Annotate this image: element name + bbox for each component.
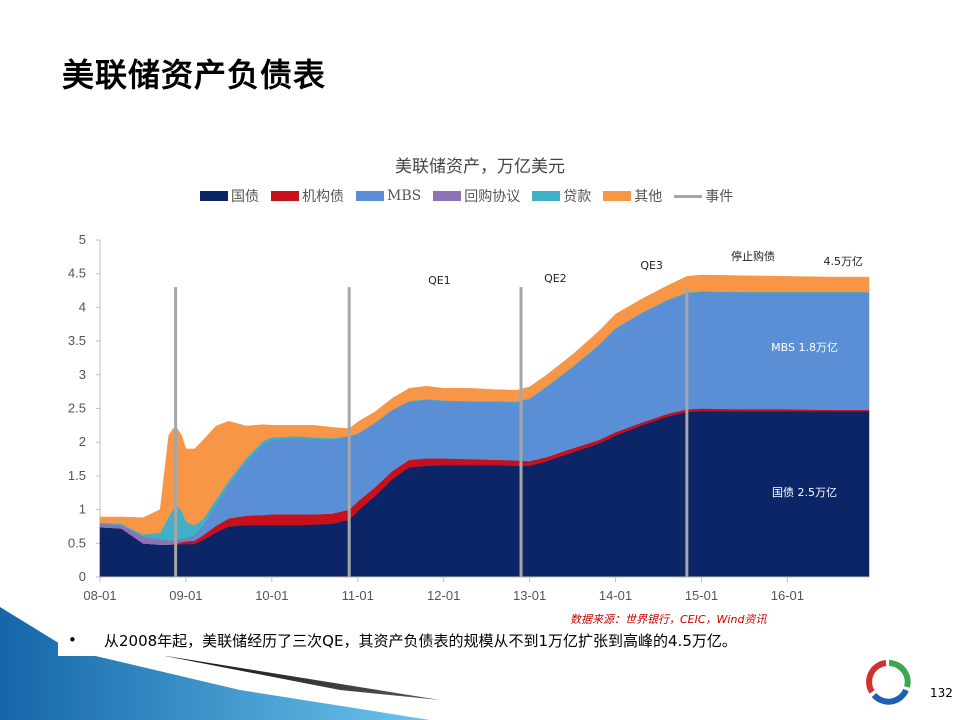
- y-tick-label: 1: [79, 502, 86, 517]
- legend-label-other: 其他: [634, 189, 663, 205]
- y-tick-label: 4.5: [68, 266, 86, 281]
- legend-label-agency: 机构债: [302, 189, 344, 205]
- legend-swatch-repo: [433, 191, 462, 201]
- x-tick-label: 10-01: [255, 588, 288, 603]
- bullet-box: • 从2008年起，美联储经历了三次QE，其资产负债表的规模从不到1万亿扩张到高…: [58, 624, 888, 656]
- legend-item-repo: 回购协议: [433, 186, 520, 206]
- legend-swatch-mbs: [356, 191, 384, 201]
- legend-item-loans: 贷款: [532, 186, 591, 206]
- legend-item-treasury: 国债: [200, 186, 259, 206]
- legend-item-event: 事件: [674, 186, 733, 206]
- chart-annotation: 4.5万亿: [823, 255, 863, 268]
- x-tick-label: 15-01: [685, 588, 718, 603]
- bullet-text: 从2008年起，美联储经历了三次QE，其资产负债表的规模从不到1万亿扩张到高峰的…: [104, 631, 737, 650]
- y-tick-label: 2: [79, 434, 86, 449]
- y-tick-label: 4: [79, 299, 86, 314]
- chart-annotation: MBS 1.8万亿: [771, 341, 838, 354]
- deco-blue-wedge: [0, 607, 430, 720]
- legend-label-loans: 贷款: [563, 189, 592, 205]
- chart-annotation: QE3: [640, 259, 663, 272]
- balance-sheet-chart: 0 0.5 1 1.5 2 2.5 3 3.5 4 4.5 5 08-01 09-01 10-01 11-0…: [68, 232, 870, 603]
- chart-title: 美联储资产，万亿美元: [395, 157, 565, 177]
- y-tick-label: 0.5: [68, 535, 86, 550]
- chart-annotation: QE1: [428, 274, 451, 287]
- x-tick-label: 14-01: [599, 588, 632, 603]
- legend-swatch-treasury: [200, 191, 228, 201]
- legend-item-other: 其他: [603, 186, 662, 206]
- legend-item-mbs: MBS: [356, 188, 421, 204]
- chart-annotation: QE2: [544, 272, 567, 285]
- y-tick-label: 3.5: [68, 333, 86, 348]
- data-source-note: 数据来源：世界银行，CEIC，Wind资讯: [570, 613, 767, 626]
- y-tick-label: 2.5: [68, 401, 86, 416]
- area-series-other: [99, 274, 870, 535]
- legend-label-repo: 回购协议: [464, 189, 521, 205]
- y-tick-label: 1.5: [68, 468, 86, 483]
- legend-swatch-event: [674, 194, 703, 198]
- legend-swatch-agency: [271, 191, 299, 201]
- chart-annotation: 国债 2.5万亿: [772, 485, 837, 499]
- company-logo-icon: [866, 660, 911, 705]
- y-tick-label: 5: [79, 232, 86, 247]
- chart-annotation: 停止购债: [731, 249, 775, 263]
- bullet-symbol: •: [68, 631, 77, 649]
- x-tick-label: 11-01: [342, 588, 374, 603]
- legend-swatch-other: [603, 191, 632, 201]
- legend-label-treasury: 国债: [231, 189, 259, 205]
- x-tick-label: 08-01: [83, 588, 116, 603]
- slide-title: 美联储资产负债表: [62, 56, 327, 94]
- chart-legend: 国债 机构债 MBS 回购协议 贷款 其他 事件: [200, 186, 733, 206]
- legend-label-mbs: MBS: [387, 188, 422, 204]
- legend-label-event: 事件: [705, 189, 734, 205]
- x-tick-label: 12-01: [427, 588, 460, 603]
- page-number: 132: [930, 686, 953, 700]
- legend-swatch-loans: [532, 191, 561, 201]
- y-tick-label: 0: [79, 569, 86, 584]
- x-tick-label: 16-01: [771, 588, 804, 603]
- legend-item-agency: 机构债: [271, 186, 344, 206]
- x-tick-label: 13-01: [513, 588, 546, 603]
- y-tick-label: 3: [79, 367, 86, 382]
- x-tick-label: 09-01: [169, 588, 202, 603]
